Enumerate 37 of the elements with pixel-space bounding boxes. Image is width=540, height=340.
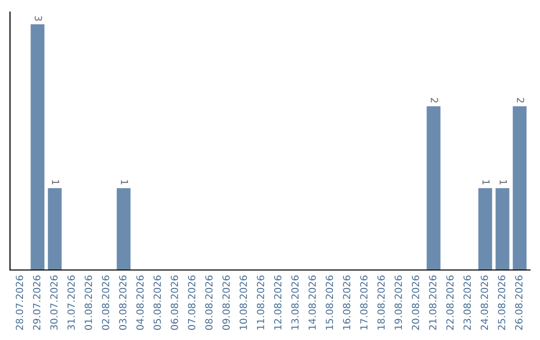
- x-tick-label: 04.08.2026: [136, 275, 144, 330]
- x-tick-label: 22.08.2026: [446, 275, 454, 330]
- data-label: 1: [500, 180, 507, 184]
- x-tick-label: 26.08.2026: [515, 275, 522, 330]
- x-tick-label: 21.08.2026: [429, 275, 436, 330]
- x-tick-label: 29.07.2026: [33, 275, 40, 330]
- data-label: 3: [34, 16, 42, 21]
- x-tick-label: 13.08.2026: [291, 275, 299, 330]
- data-label: 1: [120, 180, 128, 184]
- data-label: 2: [430, 98, 438, 102]
- x-tick-label: 12.08.2026: [274, 275, 282, 330]
- x-tick-label: 14.08.2026: [308, 275, 316, 330]
- x-tick-label: 18.08.2026: [377, 275, 385, 330]
- x-tick-label: 28.07.2026: [16, 275, 24, 330]
- x-tick-label: 05.08.2026: [154, 275, 161, 330]
- data-label: 1: [52, 180, 60, 184]
- x-tick-label: 06.08.2026: [170, 275, 178, 330]
- x-tick-label: 01.08.2026: [84, 275, 92, 330]
- x-tick-label: 02.08.2026: [102, 275, 110, 330]
- x-tick-label: 30.07.2026: [50, 275, 58, 330]
- x-tick-label: 11.08.2026: [256, 275, 264, 330]
- x-tick-label: 24.08.2026: [480, 275, 488, 330]
- x-tick-label: 20.08.2026: [412, 275, 420, 330]
- data-label: 1: [482, 180, 490, 184]
- x-tick-label: 25.08.2026: [498, 275, 506, 330]
- x-tick-label: 10.08.2026: [240, 275, 247, 330]
- x-tick-label: 15.08.2026: [326, 275, 334, 330]
- x-tick-label: 08.08.2026: [205, 275, 213, 330]
- x-tick-label: 09.08.2026: [222, 275, 230, 330]
- x-tick-label: 16.08.2026: [342, 275, 350, 330]
- x-tick-label: 23.08.2026: [463, 275, 471, 330]
- x-tick-label: 17.08.2026: [360, 275, 368, 330]
- x-tick-label: 03.08.2026: [119, 275, 126, 330]
- x-tick-label: 07.08.2026: [188, 275, 196, 330]
- data-label: 2: [516, 98, 524, 102]
- x-tick-label: 19.08.2026: [394, 275, 402, 330]
- x-tick-label: 31.07.2026: [67, 275, 75, 330]
